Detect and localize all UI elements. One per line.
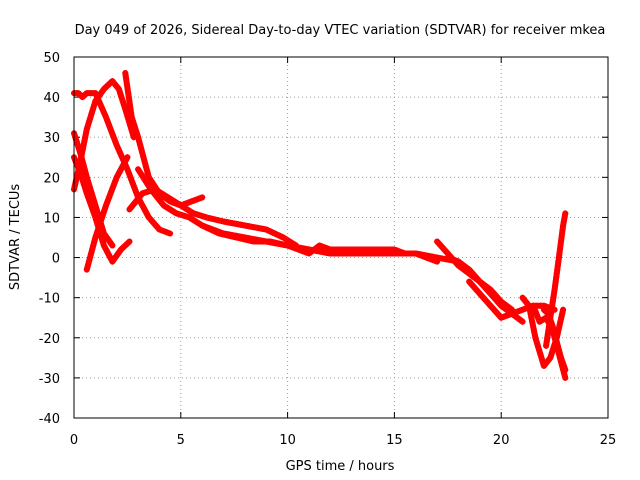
plot-frame <box>73 56 609 419</box>
series-markers <box>135 166 291 249</box>
y-tick-label: 50 <box>43 51 60 66</box>
grid <box>74 57 608 418</box>
series-pass-q <box>543 210 569 349</box>
series-markers <box>126 186 300 249</box>
y-tick-label: -30 <box>39 372 60 387</box>
x-tick-label: 25 <box>600 433 617 448</box>
y-tick-label: 30 <box>43 131 60 146</box>
x-axis-label: GPS time / hours <box>286 459 395 474</box>
series-markers <box>543 210 569 349</box>
series-markers <box>284 242 441 265</box>
x-axis-ticks: 0 5 10 15 20 25 <box>70 57 616 448</box>
y-axis-label: SDTVAR / TECUs <box>8 184 23 291</box>
x-tick-label: 20 <box>493 433 510 448</box>
y-tick-label: 10 <box>43 211 60 226</box>
x-tick-label: 10 <box>279 433 296 448</box>
y-axis-ticks: -40 -30 -20 -10 0 10 20 30 40 50 <box>39 51 608 427</box>
y-tick-label: 0 <box>52 252 60 267</box>
series-pass-j <box>284 242 441 265</box>
chart-title: Day 049 of 2026, Sidereal Day-to-day VTE… <box>75 23 606 38</box>
series-trace <box>122 70 206 209</box>
x-tick-label: 15 <box>386 433 403 448</box>
y-tick-label: 20 <box>43 171 60 186</box>
series-pass-e <box>83 154 131 273</box>
data-series <box>71 70 569 381</box>
x-tick-label: 5 <box>177 433 185 448</box>
series-pass-d <box>71 130 116 249</box>
series-trace <box>135 166 291 249</box>
series-markers <box>71 130 116 249</box>
y-tick-label: -40 <box>39 412 60 427</box>
series-markers <box>83 154 131 273</box>
series-pass-h <box>135 166 291 249</box>
y-tick-label: -10 <box>39 292 60 307</box>
y-tick-label: -20 <box>39 332 60 347</box>
x-tick-label: 0 <box>70 433 78 448</box>
y-tick-label: 40 <box>43 91 60 106</box>
